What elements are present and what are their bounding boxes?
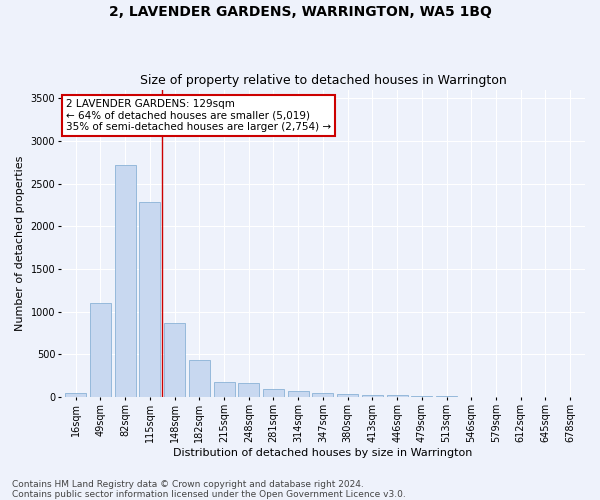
Text: 2, LAVENDER GARDENS, WARRINGTON, WA5 1BQ: 2, LAVENDER GARDENS, WARRINGTON, WA5 1BQ [109,5,491,19]
Bar [189,360,210,397]
Text: 2 LAVENDER GARDENS: 129sqm
← 64% of detached houses are smaller (5,019)
35% of s: 2 LAVENDER GARDENS: 129sqm ← 64% of deta… [66,99,331,132]
Text: Contains HM Land Registry data © Crown copyright and database right 2024.
Contai: Contains HM Land Registry data © Crown c… [12,480,406,499]
Bar [90,303,111,397]
Bar [65,392,86,397]
Bar [164,322,185,397]
X-axis label: Distribution of detached houses by size in Warrington: Distribution of detached houses by size … [173,448,473,458]
Bar [362,395,383,397]
Bar [412,396,433,397]
Bar [287,392,309,397]
Bar [115,164,136,397]
Bar [263,390,284,397]
Y-axis label: Number of detached properties: Number of detached properties [15,156,25,331]
Bar [436,396,457,397]
Bar [214,382,235,397]
Bar [313,392,334,397]
Bar [139,202,160,397]
Bar [238,383,259,397]
Bar [337,394,358,397]
Bar [386,396,407,397]
Title: Size of property relative to detached houses in Warrington: Size of property relative to detached ho… [140,74,506,87]
